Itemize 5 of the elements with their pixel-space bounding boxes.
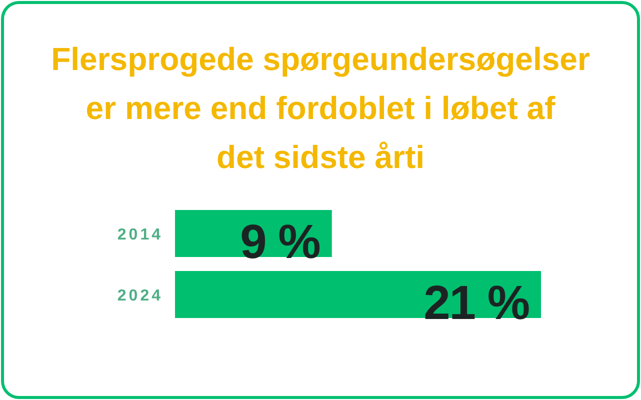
data-label: 21 % [424, 277, 530, 330]
y-tick-label: 2014 [117, 226, 163, 244]
y-tick-label: 2024 [117, 288, 163, 304]
chart-title: Flersprogede spørgeundersøgelser er mere end fordoblet i løbet af det sidste årti [50, 40, 591, 177]
data-label: 9 % [240, 216, 320, 269]
